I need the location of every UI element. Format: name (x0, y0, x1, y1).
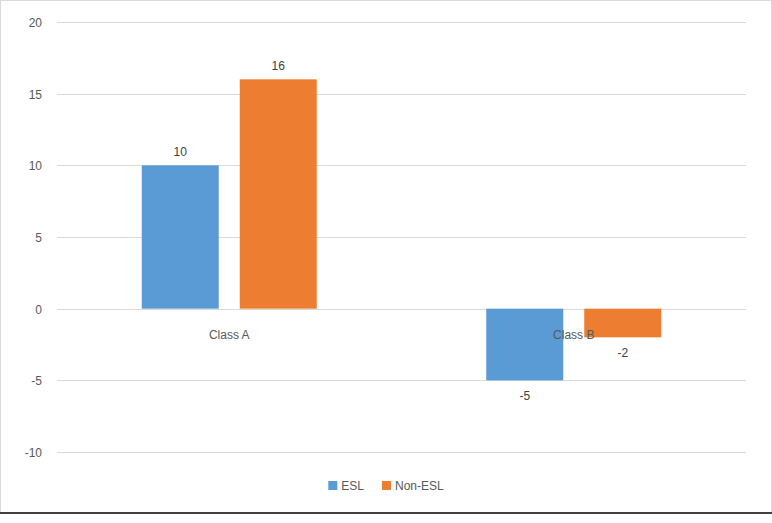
data-label: -5 (519, 389, 530, 403)
y-tick-label: -5 (31, 374, 42, 388)
y-tick-label: 10 (29, 159, 43, 173)
legend-swatch (382, 481, 391, 490)
bar (142, 165, 219, 308)
grid-line (57, 22, 746, 23)
data-labels: 10 16 -5 -2 (174, 59, 629, 403)
data-label: 10 (174, 145, 188, 159)
legend-swatch (328, 481, 337, 490)
y-tick-label: 5 (35, 231, 42, 245)
data-label: 16 (272, 59, 286, 73)
legend-label: Non-ESL (395, 479, 444, 493)
chart-frame (1, 1, 772, 513)
legend: ESL Non-ESL (328, 479, 444, 493)
y-tick-label: -10 (25, 446, 43, 460)
frame-bottom-edge (0, 512, 772, 514)
bar (584, 309, 661, 338)
grid-line (57, 380, 746, 381)
legend-item: Non-ESL (382, 479, 444, 493)
grid-line (57, 452, 746, 453)
bars (142, 79, 662, 380)
grid-line (57, 94, 746, 95)
category-label: Class B (553, 328, 594, 342)
chart-container: -10 -5 0 5 10 15 20 10 16 -5 -2 Class A Class B ESL No… (0, 0, 772, 523)
y-tick-label: 15 (29, 88, 43, 102)
grid (57, 23, 746, 453)
y-tick-labels: -10 -5 0 5 10 15 20 (25, 16, 43, 460)
y-tick-label: 0 (35, 303, 42, 317)
data-label: -2 (617, 346, 628, 360)
chart-svg: -10 -5 0 5 10 15 20 10 16 -5 -2 Class A Class B ESL No… (0, 0, 772, 523)
page: {"chart_data": {"type": "bar", "categori… (0, 0, 772, 523)
y-tick-label: 20 (29, 16, 43, 30)
category-labels: Class A Class B (209, 328, 595, 342)
bar (240, 79, 317, 308)
legend-item: ESL (328, 479, 364, 493)
category-label: Class A (209, 328, 250, 342)
legend-label: ESL (341, 479, 364, 493)
bar (486, 309, 563, 381)
